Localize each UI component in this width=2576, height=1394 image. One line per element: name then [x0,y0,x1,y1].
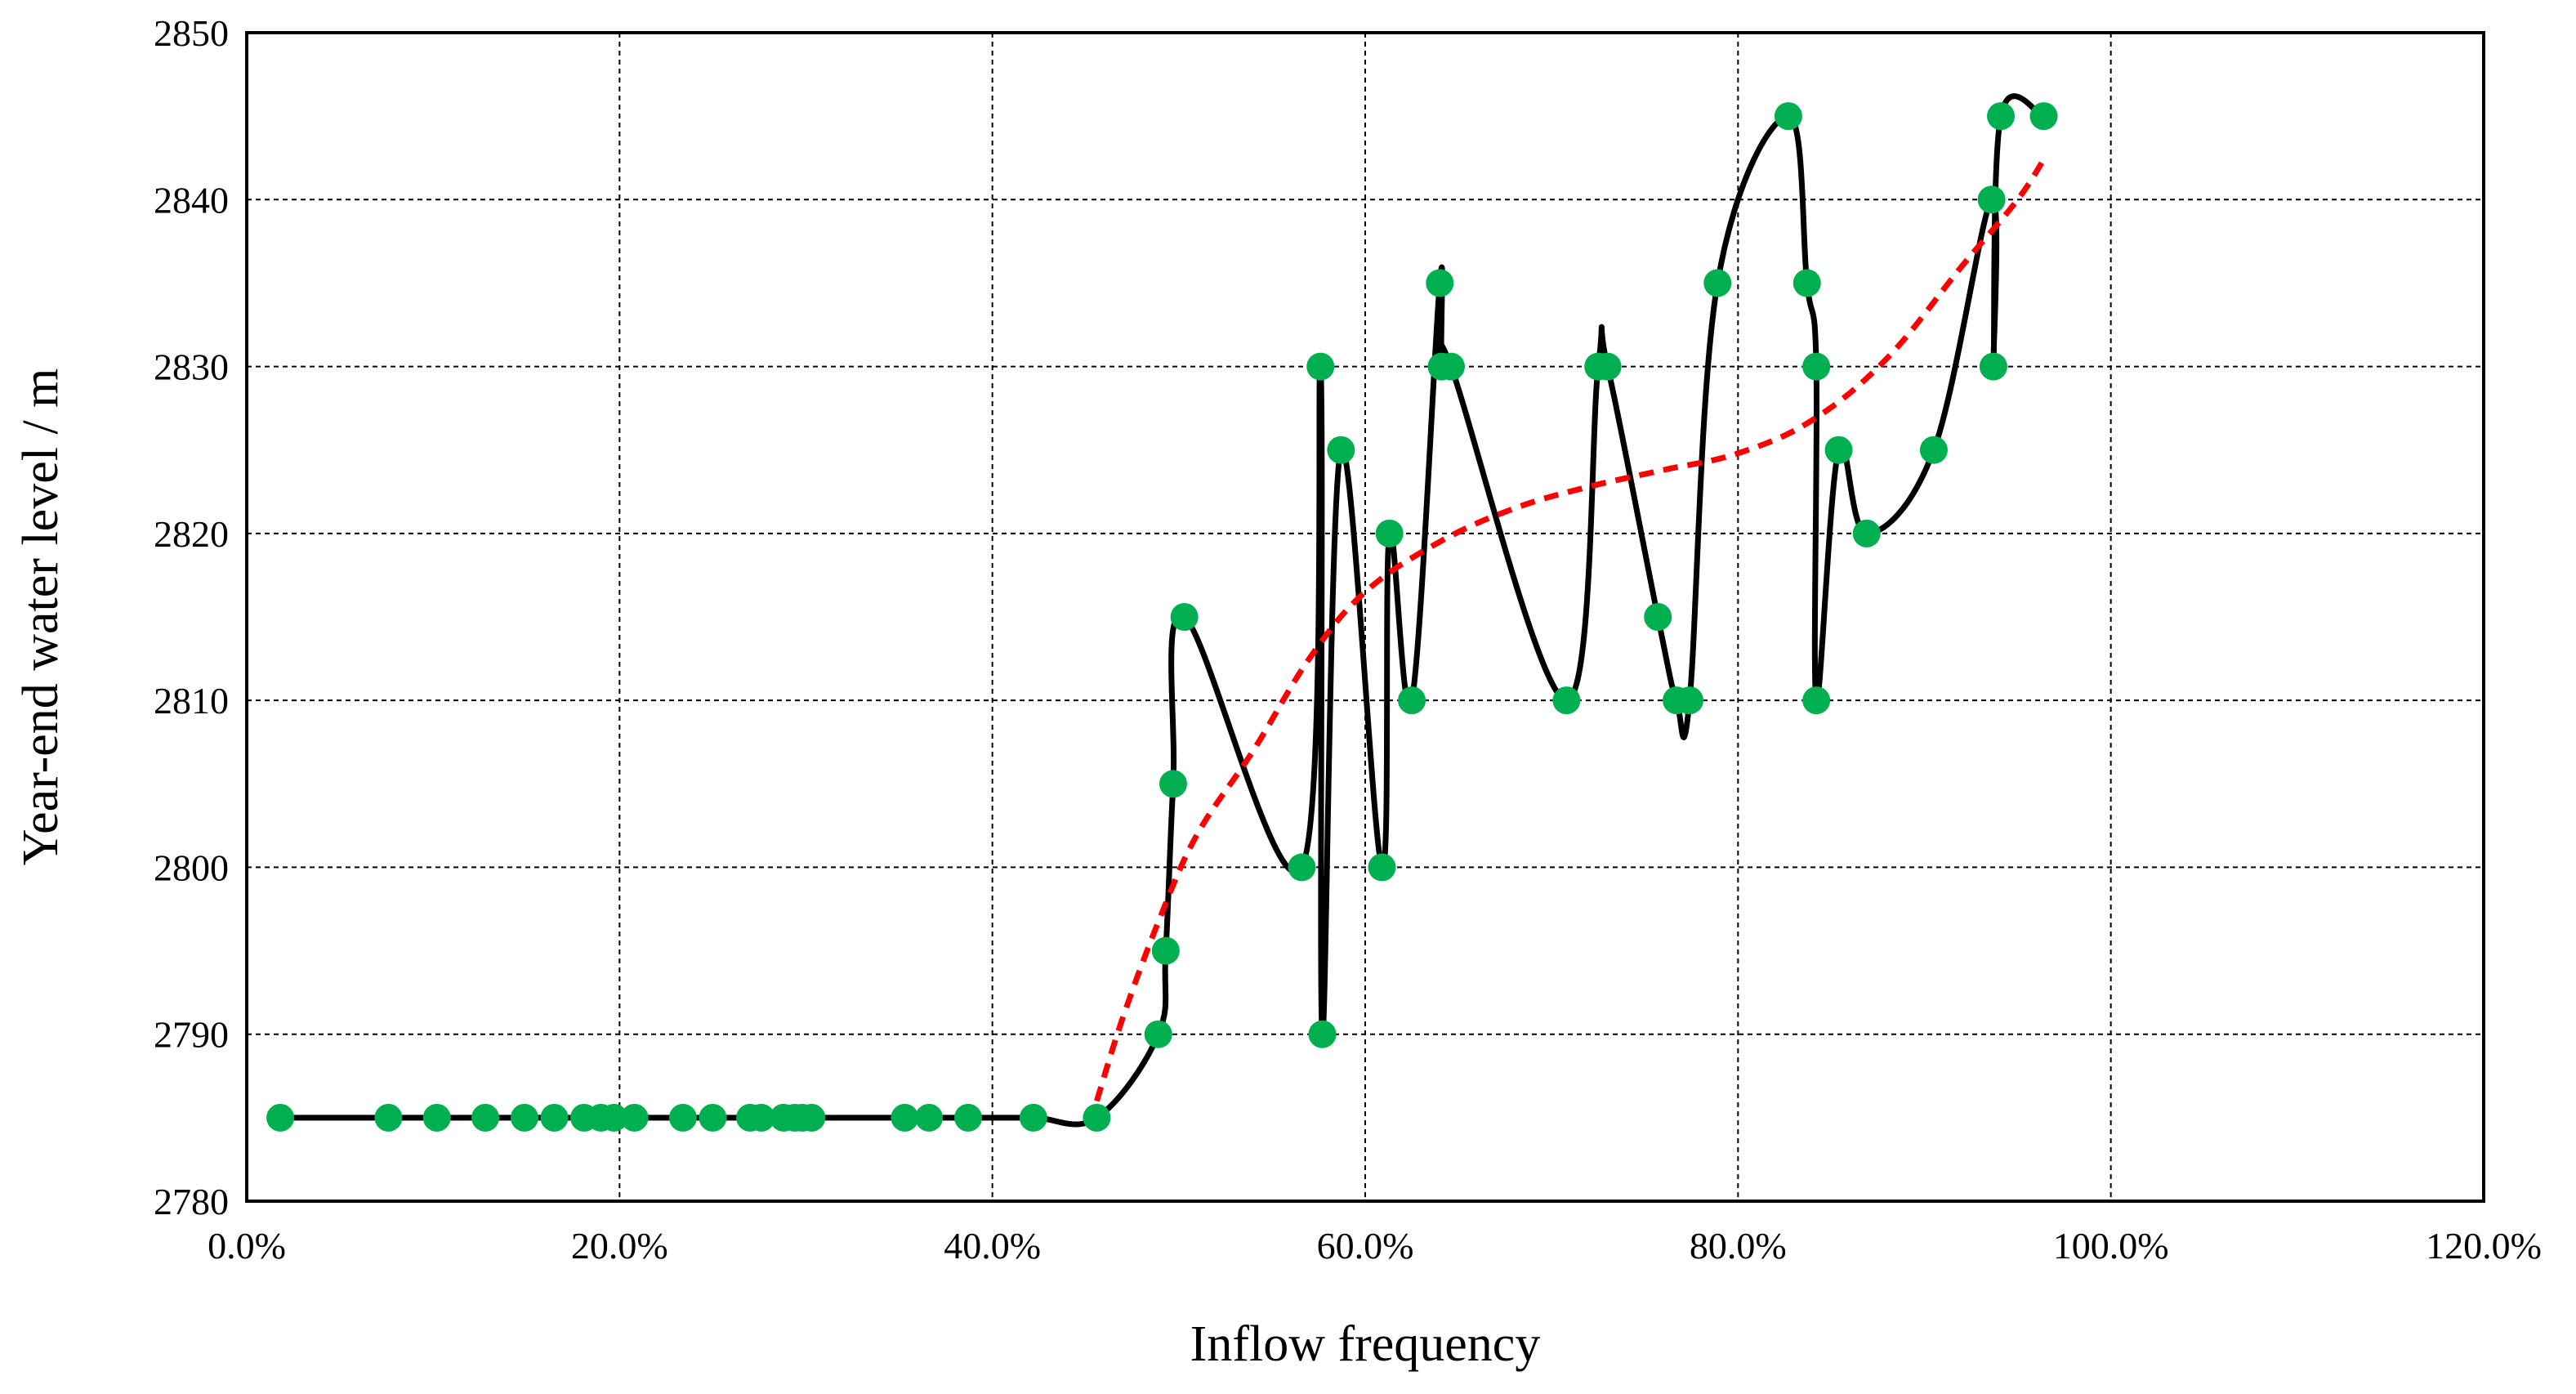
y-tick-label: 2840 [154,179,229,221]
data-point-marker [1083,1103,1111,1132]
data-point-marker [1593,352,1622,381]
data-point-marker [1703,269,1732,297]
y-axis-tick-labels: 2780 2790 2800 2810 2820 2830 2840 2850 [154,12,229,1222]
data-point-marker [422,1103,451,1132]
data-point-marker [1327,436,1355,464]
data-point-marker [699,1103,727,1132]
data-point-marker [1676,686,1704,715]
data-point-marker [1802,352,1831,381]
data-point-marker [1375,519,1404,547]
data-point-marker [1979,352,2007,381]
data-point-marker [620,1103,649,1132]
data-point-marker [1644,603,1672,631]
data-point-marker [1852,519,1881,547]
data-point-marker [1919,436,1948,464]
data-point-marker [1159,770,1187,798]
y-tick-label: 2830 [154,346,229,388]
x-tick-label: 40.0% [944,1225,1041,1267]
trend-line-red-dashed [1094,154,2048,1102]
y-tick-label: 2820 [154,513,229,555]
data-point-marker [1802,686,1831,715]
x-tick-label: 20.0% [571,1225,668,1267]
data-point-marker [1308,1020,1337,1048]
x-tick-label: 100.0% [2053,1225,2169,1267]
y-tick-label: 2790 [154,1014,229,1056]
x-tick-label: 0.0% [208,1225,286,1267]
data-point-marker [1426,269,1454,297]
y-tick-label: 2850 [154,12,229,54]
data-point-marker [1436,352,1465,381]
data-point-marker [600,1103,628,1132]
data-point-marker [2029,102,2058,131]
data-point-marker [540,1103,569,1132]
data-point-marker [1398,686,1426,715]
data-point-marker [891,1103,919,1132]
x-tick-label: 120.0% [2426,1225,2542,1267]
data-point-marker [915,1103,944,1132]
data-point-marker [1306,352,1335,381]
data-point-marker [1977,185,2006,214]
x-axis-tick-labels: 0.0% 20.0% 40.0% 60.0% 80.0% 100.0% 120.0% [208,1225,2542,1267]
x-tick-label: 60.0% [1317,1225,1414,1267]
y-tick-label: 2800 [154,847,229,888]
y-axis-title: Year-end water level / m [13,369,69,866]
y-tick-label: 2810 [154,680,229,722]
data-point-marker [668,1103,697,1132]
series-markers [266,102,2058,1132]
data-point-marker [266,1103,295,1132]
data-point-marker [1368,853,1396,882]
data-point-marker [1987,102,2016,131]
data-point-marker [1019,1103,1047,1132]
data-point-marker [374,1103,403,1132]
data-point-marker [1144,1020,1172,1048]
data-point-marker [1170,603,1199,631]
data-point-marker [1552,686,1581,715]
plot-area-frame [245,31,2485,1203]
grid [247,33,2484,1201]
x-axis-title: Inflow frequency [1190,1316,1541,1372]
data-point-marker [1151,936,1180,965]
data-point-marker [747,1103,775,1132]
data-point-marker [1824,436,1853,464]
data-point-marker [1288,853,1316,882]
x-tick-label: 80.0% [1690,1225,1787,1267]
y-tick-label: 2780 [154,1181,229,1222]
data-point-marker [797,1103,826,1132]
data-point-marker [510,1103,538,1132]
data-point-marker [954,1103,983,1132]
data-point-marker [1774,102,1802,131]
data-point-marker [1792,269,1821,297]
series-line-black [277,93,2047,1128]
data-point-marker [471,1103,500,1132]
